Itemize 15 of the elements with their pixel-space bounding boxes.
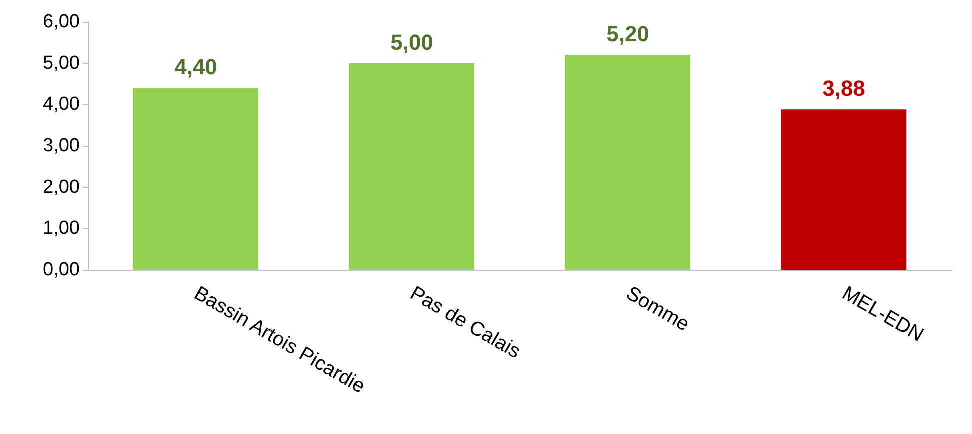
- bar: [349, 63, 475, 270]
- y-tick-label: 3,00: [43, 136, 80, 156]
- bar: [781, 110, 907, 270]
- data-label: 4,40: [174, 54, 218, 80]
- y-tick-label: 6,00: [43, 12, 80, 32]
- y-tick-label: 1,00: [43, 218, 80, 240]
- y-tick-label: 5,00: [43, 52, 80, 74]
- y-tick-label: 4,00: [43, 94, 80, 116]
- data-label: 5,20: [606, 22, 650, 47]
- y-tick-label: 2,00: [43, 176, 80, 198]
- y-tick-label: 0,00: [43, 260, 80, 280]
- bar: [133, 88, 259, 270]
- data-label: 5,00: [390, 30, 434, 55]
- bar: [565, 55, 691, 270]
- data-label: 3,88: [822, 76, 866, 102]
